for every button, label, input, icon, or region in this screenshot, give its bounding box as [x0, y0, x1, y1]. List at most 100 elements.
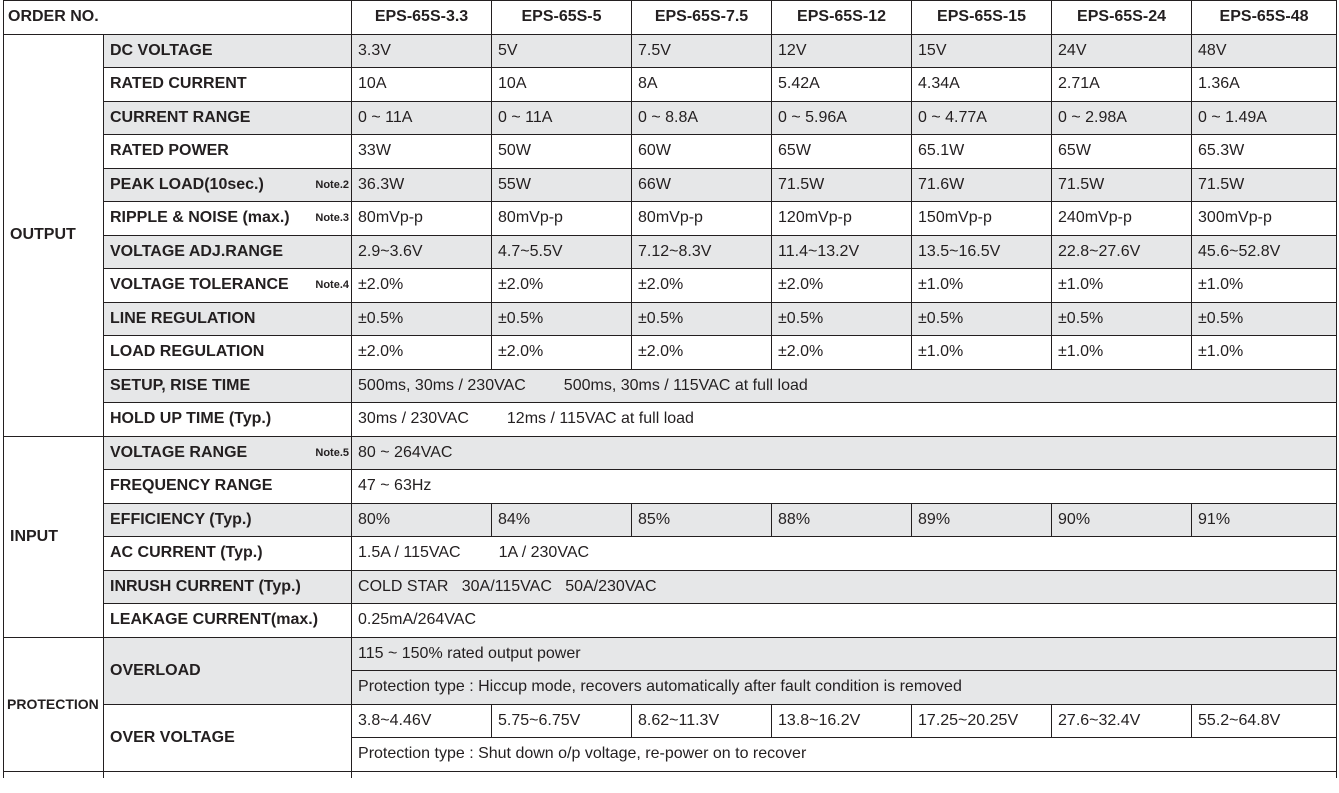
cell-value: 66W: [631, 167, 773, 202]
row-label: OVERLOAD: [102, 636, 353, 705]
cell-value: ±2.0%: [631, 268, 773, 303]
row-label: CURRENT RANGE: [102, 100, 353, 135]
section-output: OUTPUT: [3, 33, 104, 437]
cell-value: 45.6~52.8V: [1191, 234, 1338, 269]
row-label: EFFICIENCY (Typ.): [102, 502, 353, 537]
cell-value: 33W: [351, 134, 493, 169]
note-ref: Note.4: [315, 279, 350, 292]
cell-value: 0 ~ 4.77A: [911, 100, 1053, 135]
cell-value: ±2.0%: [491, 268, 633, 303]
model-header: EPS-65S-48: [1191, 0, 1338, 35]
cell-value: ±2.0%: [771, 268, 913, 303]
row-label: LEAKAGE CURRENT(max.): [102, 603, 353, 638]
cell-value: ±2.0%: [631, 335, 773, 370]
spec-row-ac-current: AC CURRENT (Typ.) 1.5A / 115VAC 1A / 230V…: [4, 536, 1338, 571]
cell-value: 71.5W: [771, 167, 913, 202]
merged-value: 1.5A / 115VAC 1A / 230VAC: [351, 536, 1338, 571]
cell-value: 22.8~27.6V: [1051, 234, 1193, 269]
cell-value: 48V: [1191, 33, 1338, 68]
cell-value: 5.42A: [771, 67, 913, 102]
spec-row-dc-voltage: OUTPUT DC VOLTAGE 3.3V 5V 7.5V 12V 15V 2…: [3, 33, 1338, 437]
model-header: EPS-65S-15: [911, 0, 1053, 35]
spec-row-over-voltage-1: OVER VOLTAGE 3.8~4.46V 5.75~6.75V 8.62~1…: [4, 703, 1338, 772]
cell-value: 240mVp-p: [1051, 201, 1193, 236]
spec-table: ORDER NO. EPS-65S-3.3 EPS-65S-5 EPS-65S-…: [2, 0, 1338, 778]
value-part: 500ms, 30ms / 115VAC at full load: [563, 376, 808, 394]
spec-row-voltage-tolerance: VOLTAGE TOLERANCE Note.4 ±2.0% ±2.0% ±2.0…: [4, 268, 1338, 303]
row-label: RATED POWER: [102, 134, 353, 169]
value-part: 500ms, 30ms / 230VAC: [358, 376, 526, 394]
row-label: INRUSH CURRENT (Typ.): [102, 569, 353, 604]
model-header: EPS-65S-7.5: [631, 0, 773, 35]
cell-value: 85%: [631, 502, 773, 537]
cell-value: 120mVp-p: [771, 201, 913, 236]
cell-value: 60W: [631, 134, 773, 169]
cell-value: 0 ~ 11A: [351, 100, 493, 135]
merged-value: 500ms, 30ms / 230VAC 500ms, 30ms / 115VAC…: [351, 368, 1338, 403]
row-label: VOLTAGE RANGE Note.5: [102, 435, 353, 470]
spec-row-current-range: CURRENT RANGE 0 ~ 11A 0 ~ 11A 0 ~ 8.8A 0…: [4, 100, 1338, 135]
merged-value: 80 ~ 264VAC: [351, 435, 1338, 470]
cell-value: ±1.0%: [911, 268, 1053, 303]
cell-value: ±1.0%: [1051, 268, 1193, 303]
model-header: EPS-65S-3.3: [351, 0, 493, 35]
cell-value: 13.8~16.2V: [771, 703, 913, 738]
spec-row-efficiency: EFFICIENCY (Typ.) 80% 84% 85% 88% 89% 90…: [4, 502, 1338, 537]
value-part: 1A / 230VAC: [498, 544, 590, 562]
cell-value: 80mVp-p: [491, 201, 633, 236]
cell-value: 90%: [1051, 502, 1193, 537]
cell-value: ±2.0%: [491, 335, 633, 370]
row-label-text: PEAK LOAD(10sec.): [110, 175, 264, 193]
cell-value: 71.5W: [1191, 167, 1338, 202]
spec-row-ripple-noise: RIPPLE & NOISE (max.) Note.3 80mVp-p 80mV…: [4, 201, 1338, 236]
cell-value: 84%: [491, 502, 633, 537]
cell-value: 2.71A: [1051, 67, 1193, 102]
cell-value: 10A: [491, 67, 633, 102]
cell-value: 17.25~20.25V: [911, 703, 1053, 738]
merged-value: Protection type : Shut down o/p voltage,…: [351, 737, 1338, 772]
cell-value: ±0.5%: [1051, 301, 1193, 336]
cell-value: 3.3V: [351, 33, 493, 68]
cell-value: 5V: [491, 33, 633, 68]
cell-value: 65.1W: [911, 134, 1053, 169]
cell-value: 3.8~4.46V: [351, 703, 493, 738]
cell-value: ±0.5%: [351, 301, 493, 336]
row-label: HOLD UP TIME (Typ.): [102, 402, 353, 437]
cell-value: 300mVp-p: [1191, 201, 1338, 236]
cell-value: 7.5V: [631, 33, 773, 68]
cell-value: 4.7~5.5V: [491, 234, 633, 269]
value-part: 12ms / 115VAC at full load: [506, 410, 694, 428]
cell-value: 71.6W: [911, 167, 1053, 202]
row-label: FREQUENCY RANGE: [102, 469, 353, 504]
row-label: PEAK LOAD(10sec.) Note.2: [102, 167, 353, 202]
cell-value: ±1.0%: [911, 335, 1053, 370]
row-label: LINE REGULATION: [102, 301, 353, 336]
note-ref: Note.3: [315, 212, 350, 225]
cell-value: 80mVp-p: [631, 201, 773, 236]
spec-row-rated-power: RATED POWER 33W 50W 60W 65W 65.1W 65W 65…: [4, 134, 1338, 169]
row-label-text: RIPPLE & NOISE (max.): [110, 209, 290, 227]
cell-value: ±0.5%: [1191, 301, 1338, 336]
bottom-spacer: [102, 770, 353, 778]
bottom-spacer: [351, 770, 1338, 778]
row-label-text: VOLTAGE RANGE: [110, 443, 248, 461]
spec-row-voltage-adj: VOLTAGE ADJ.RANGE 2.9~3.6V 4.7~5.5V 7.12…: [4, 234, 1338, 269]
cell-value: 91%: [1191, 502, 1338, 537]
spec-row-rated-current: RATED CURRENT 10A 10A 8A 5.42A 4.34A 2.7…: [4, 67, 1338, 102]
spec-row-line-regulation: LINE REGULATION ±0.5% ±0.5% ±0.5% ±0.5% …: [4, 301, 1338, 336]
table-bottom-edge: [3, 770, 1338, 778]
row-label: VOLTAGE ADJ.RANGE: [102, 234, 353, 269]
section-input: INPUT: [3, 435, 104, 638]
cell-value: ±0.5%: [911, 301, 1053, 336]
note-ref: Note.2: [315, 178, 350, 191]
merged-value: 30ms / 230VAC 12ms / 115VAC at full load: [351, 402, 1338, 437]
cell-value: 80%: [351, 502, 493, 537]
cell-value: ±2.0%: [351, 335, 493, 370]
cell-value: 50W: [491, 134, 633, 169]
spec-row-hold-up: HOLD UP TIME (Typ.) 30ms / 230VAC 12ms / …: [4, 402, 1338, 437]
cell-value: 11.4~13.2V: [771, 234, 913, 269]
row-label: RIPPLE & NOISE (max.) Note.3: [102, 201, 353, 236]
cell-value: ±1.0%: [1191, 335, 1338, 370]
cell-value: 27.6~32.4V: [1051, 703, 1193, 738]
cell-value: 71.5W: [1051, 167, 1193, 202]
